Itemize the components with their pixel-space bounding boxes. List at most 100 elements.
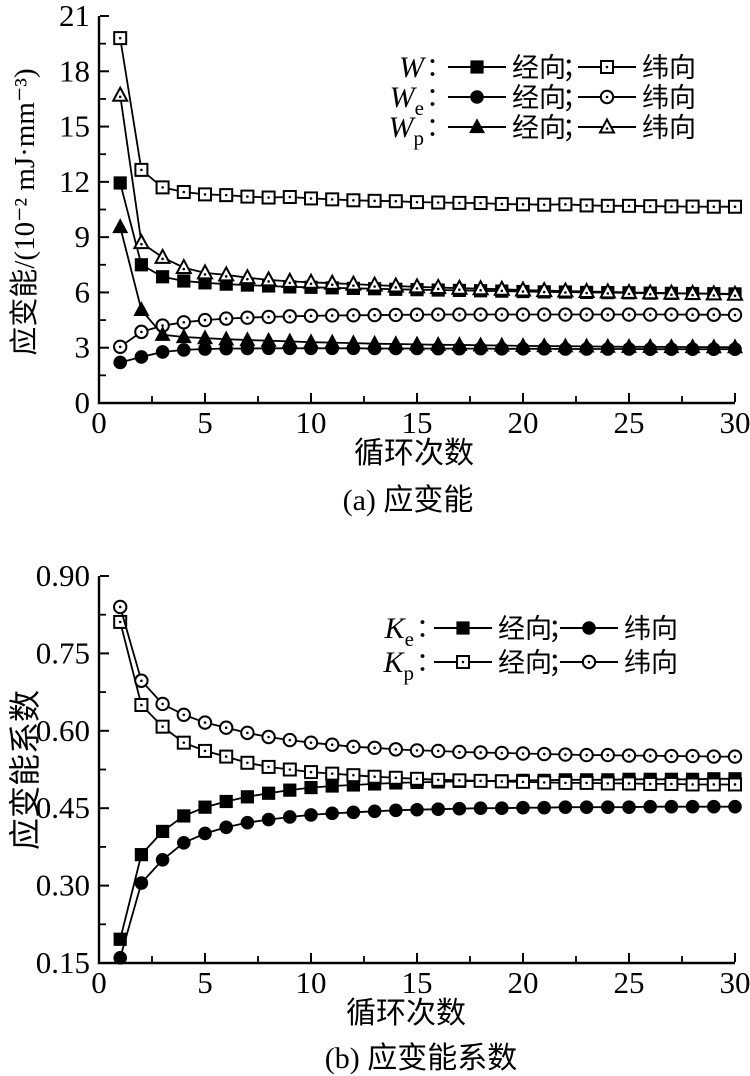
y-tick-label: 12 xyxy=(59,164,90,199)
marker-center-dot xyxy=(161,186,164,189)
circle-filled-marker-icon xyxy=(134,350,149,364)
marker-center-dot xyxy=(585,753,588,757)
x-tick-label: 0 xyxy=(91,965,107,1000)
marker-center-dot xyxy=(161,324,164,327)
marker-center-dot xyxy=(182,713,186,717)
y-tick-label: 0.60 xyxy=(36,713,90,748)
marker-center-dot xyxy=(373,199,376,203)
triangle-open-marker-icon xyxy=(238,268,257,285)
marker-center-dot xyxy=(394,199,398,203)
legend-entry-text: 经向 xyxy=(512,53,566,83)
marker-center-dot xyxy=(670,782,673,786)
square-filled-marker-icon xyxy=(134,848,148,862)
chart-a-x-axis-label: 循环次数 xyxy=(354,437,474,470)
legend-triangle-open-icon xyxy=(598,117,616,134)
marker-center-dot xyxy=(458,779,461,782)
marker-center-dot xyxy=(161,257,164,261)
marker-center-dot xyxy=(330,743,334,747)
marker-center-dot xyxy=(606,313,610,316)
marker-center-dot xyxy=(352,198,355,202)
triangle-filled-marker-icon xyxy=(196,329,214,345)
marker-center-dot xyxy=(521,313,525,316)
marker-center-dot xyxy=(140,703,143,707)
marker-center-dot xyxy=(542,781,546,784)
legend-entry-text: 纬向 xyxy=(642,113,696,143)
circle-filled-marker-icon xyxy=(431,802,445,817)
marker-center-dot xyxy=(309,282,313,286)
chart-b-x-axis-label: 循环次数 xyxy=(346,997,466,1030)
marker-center-dot xyxy=(500,202,504,206)
marker-center-dot xyxy=(288,738,292,742)
triangle-filled-marker-icon xyxy=(536,337,553,353)
triangle-filled-marker-icon xyxy=(133,301,150,317)
marker-center-dot xyxy=(288,768,292,771)
triangle-filled-marker-icon xyxy=(218,330,235,346)
triangle-open-marker-icon xyxy=(641,283,659,300)
marker-center-dot xyxy=(521,752,525,755)
marker-center-dot xyxy=(394,286,398,289)
marker-center-dot xyxy=(627,204,631,208)
circle-filled-marker-icon xyxy=(113,951,127,965)
marker-center-dot xyxy=(691,313,694,317)
square-filled-marker-icon xyxy=(198,800,212,814)
circle-filled-marker-icon xyxy=(516,800,530,815)
marker-center-dot xyxy=(246,761,249,765)
marker-center-dot xyxy=(330,283,334,287)
marker-center-dot xyxy=(479,313,482,316)
marker-center-dot xyxy=(691,293,694,297)
axis-lines xyxy=(97,576,735,965)
marker-center-dot xyxy=(542,313,546,316)
marker-center-dot xyxy=(246,277,249,281)
triangle-open-marker-icon xyxy=(429,277,447,294)
marker-center-dot xyxy=(606,292,610,295)
triangle-open-marker-icon xyxy=(302,272,320,289)
marker-center-dot xyxy=(585,781,588,785)
legend-circle-filled-icon xyxy=(470,90,484,104)
marker-center-dot xyxy=(309,197,313,200)
marker-center-dot xyxy=(479,288,482,292)
legend-series-label: W xyxy=(399,51,427,84)
marker-center-dot xyxy=(182,741,186,744)
marker-center-dot xyxy=(648,313,652,316)
marker-center-dot xyxy=(521,203,525,206)
circle-filled-marker-icon xyxy=(537,800,551,815)
square-filled-marker-icon xyxy=(113,176,127,190)
legend-entry-text: 纬向 xyxy=(624,648,678,678)
circle-filled-marker-icon xyxy=(706,799,721,814)
square-filled-marker-icon xyxy=(325,779,339,793)
circle-filled-marker-icon xyxy=(346,805,361,820)
marker-center-dot xyxy=(352,284,355,287)
marker-center-dot xyxy=(606,204,610,208)
circle-filled-marker-icon xyxy=(134,876,149,890)
triangle-filled-marker-icon xyxy=(599,337,616,353)
marker-center-dot xyxy=(627,292,631,296)
y-tick-label: 18 xyxy=(59,53,90,88)
chart-b-caption: (b) 应变能系数 xyxy=(325,1042,517,1075)
legend-entry-text: 经向 xyxy=(498,648,552,678)
marker-center-dot xyxy=(564,291,567,294)
marker-center-dot xyxy=(564,781,567,785)
marker-center-dot xyxy=(670,293,673,296)
triangle-filled-marker-icon xyxy=(324,333,341,349)
y-tick-label: 0.30 xyxy=(36,868,90,903)
x-tick-label: 20 xyxy=(508,405,539,440)
triangle-filled-marker-icon xyxy=(493,336,510,352)
circle-filled-marker-icon xyxy=(728,799,742,814)
marker-center-dot xyxy=(118,605,122,609)
marker-center-dot xyxy=(436,778,440,782)
marker-center-dot xyxy=(627,754,631,757)
marker-center-dot xyxy=(415,313,419,317)
legend-triangle-filled-icon xyxy=(468,118,486,134)
marker-center-dot xyxy=(670,754,673,758)
marker-center-dot xyxy=(203,721,207,724)
circle-filled-marker-icon xyxy=(325,806,339,821)
square-filled-marker-icon xyxy=(156,270,170,284)
circle-filled-marker-icon xyxy=(155,852,170,867)
marker-center-dot xyxy=(585,291,588,295)
legend-colon: ： xyxy=(426,53,452,82)
marker-center-dot xyxy=(605,127,609,130)
circle-filled-marker-icon xyxy=(261,812,276,827)
y-tick-label: 0.45 xyxy=(36,790,90,825)
triangle-open-marker-icon xyxy=(259,270,278,287)
